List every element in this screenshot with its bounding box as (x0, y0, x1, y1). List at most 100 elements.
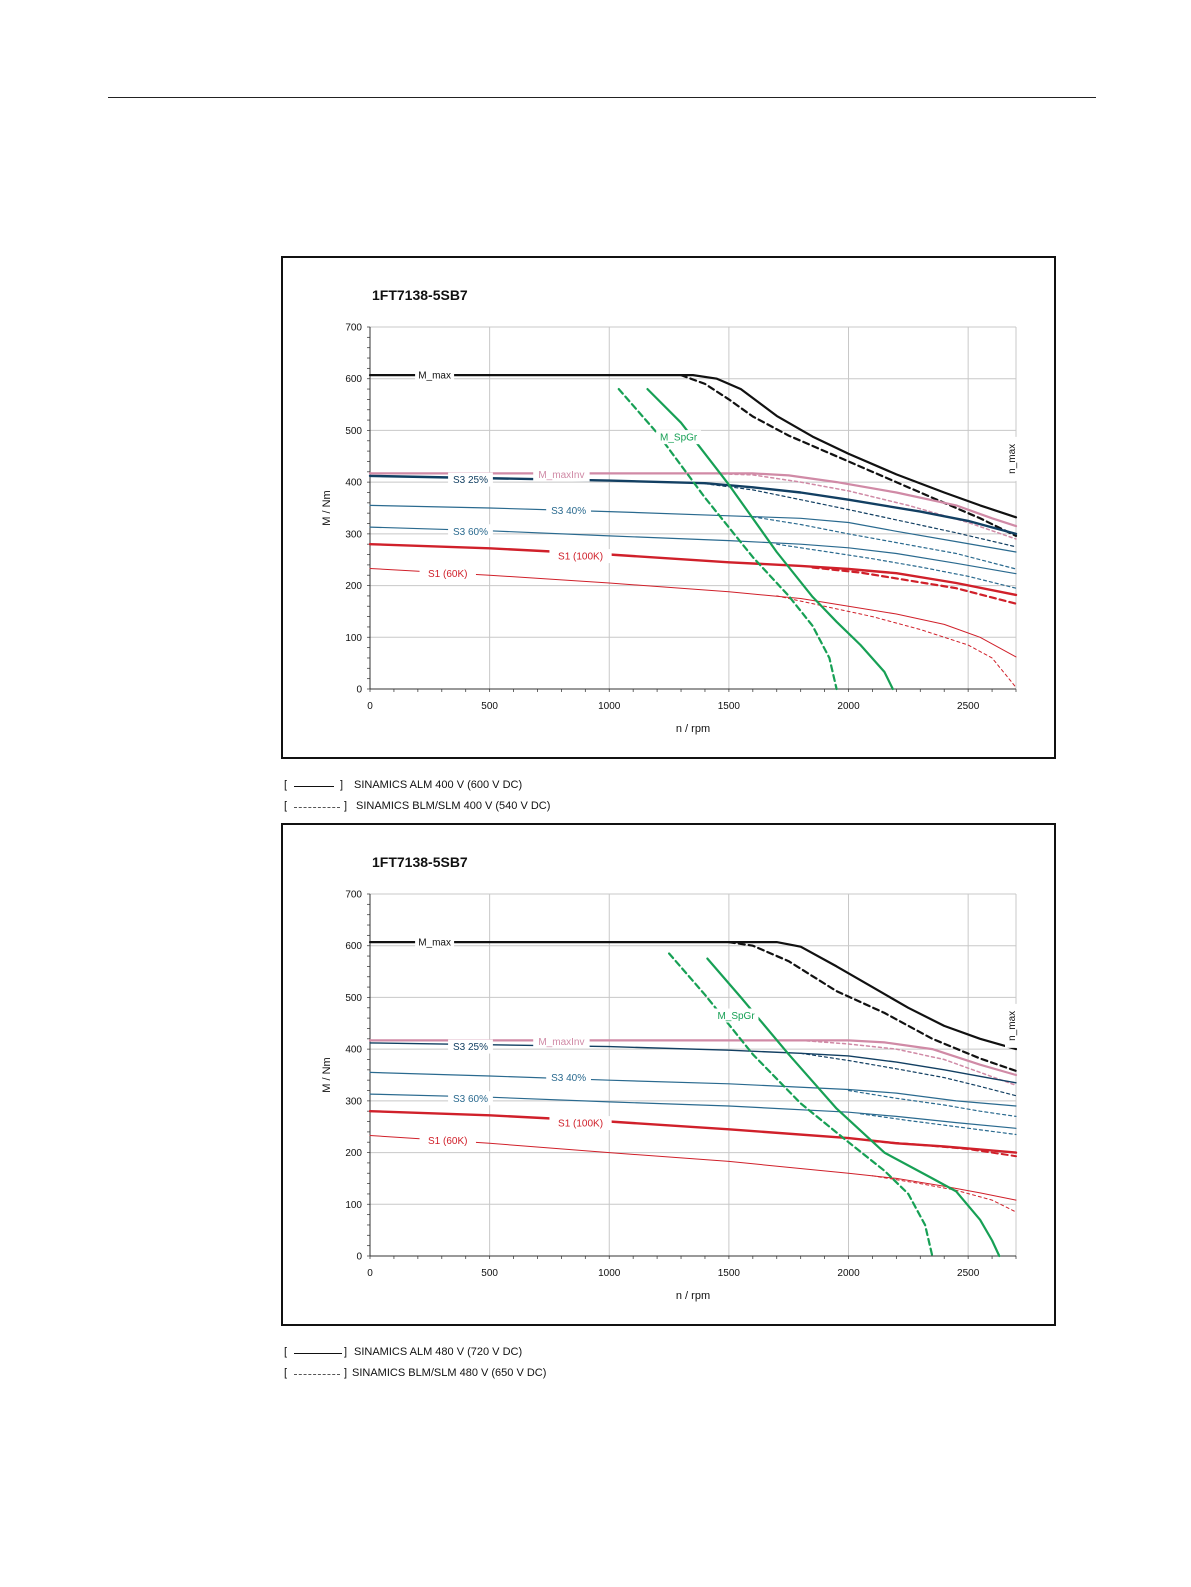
y-tick-label: 200 (345, 1148, 362, 1159)
curve-label: S1 (100K) (558, 552, 603, 563)
series-5-dashed-line (800, 1052, 1017, 1097)
y-axis-label: M / Nm (321, 490, 333, 525)
curve-label-bg (448, 1091, 493, 1106)
y-tick-label: 400 (345, 1045, 362, 1056)
x-tick-label: 1000 (598, 701, 621, 712)
y-tick-label: 500 (345, 993, 362, 1004)
s3-40-line (369, 504, 1017, 553)
torque-speed-chart-2: 1FT7138-5SB7 0 100 200 300 400 500 600 700 0 500 1… (281, 823, 1056, 1326)
series-11-dashed-line (871, 1140, 1017, 1158)
m-max-line (368, 374, 1018, 519)
curve-label-bg (448, 1039, 493, 1054)
x-tick-label: 2500 (957, 1268, 980, 1279)
n-max-label: n_max (1007, 1011, 1018, 1041)
y-tick-label: 0 (356, 1252, 362, 1263)
s3-25-line (369, 1042, 1017, 1084)
s1-60k-line (369, 1135, 1017, 1201)
s3-40-line (369, 1071, 1017, 1107)
x-tick-label: 0 (367, 701, 373, 712)
m-spgr-line (706, 957, 1001, 1258)
x-tick-label: 1500 (718, 1268, 741, 1279)
m-maxinv-line (368, 472, 1018, 528)
curve-label-bg (419, 566, 476, 581)
x-axis-label: n / rpm (676, 723, 710, 735)
page-header-rule (108, 97, 1096, 98)
curve-label-bg (533, 1034, 590, 1049)
curve-label: S1 (60K) (428, 569, 467, 580)
curve-label: M_SpGr (717, 1011, 755, 1022)
x-tick-label: 2500 (957, 701, 980, 712)
curve-label: M_maxInv (538, 470, 584, 481)
curve-label: S3 40% (551, 1073, 586, 1084)
chart-title: 1FT7138-5SB7 (372, 854, 468, 870)
curve-label: S3 25% (453, 1042, 488, 1053)
series-9-dashed-line (776, 543, 1017, 589)
x-tick-label: 500 (481, 701, 498, 712)
series-7-dashed-line (847, 1089, 1017, 1117)
series-5-dashed-line (704, 483, 1017, 548)
n-max-label-bg (1005, 1003, 1019, 1048)
legend-solid-line (294, 1353, 342, 1354)
curve-label-bg (549, 1116, 612, 1131)
s3-60-line (369, 526, 1017, 575)
legend-dashed-line (294, 1374, 340, 1375)
y-axis-label: M / Nm (321, 1057, 333, 1092)
x-tick-label: 0 (367, 1268, 373, 1279)
legend-bracket-close: ] (344, 800, 348, 812)
curve-label: M_max (418, 938, 451, 949)
series-15-dashed-line (617, 388, 838, 691)
legend-dashed-label: SINAMICS BLM/SLM 400 V (540 V DC) (356, 800, 551, 812)
y-tick-label: 200 (345, 581, 362, 592)
curve-label-bg (546, 503, 591, 518)
series-13-dashed-line (776, 595, 1017, 688)
y-tick-label: 300 (345, 529, 362, 540)
legend-bracket-close: ] (344, 1367, 348, 1379)
x-tick-label: 1000 (598, 1268, 621, 1279)
x-tick-label: 2000 (837, 701, 860, 712)
curve-label-bg (415, 368, 455, 383)
y-tick-label: 100 (345, 1200, 362, 1211)
curve-label: S1 (100K) (558, 1119, 603, 1130)
chart-plot: 0 100 200 300 400 500 600 700 0 500 1000 1500 2000 25… (321, 323, 1019, 735)
x-tick-label: 2000 (837, 1268, 860, 1279)
curve-label-bg (546, 1070, 591, 1085)
y-tick-label: 0 (356, 685, 362, 696)
m-max-line (368, 941, 1018, 1051)
curve-label: M_maxInv (538, 1037, 584, 1048)
chart-title: 1FT7138-5SB7 (372, 287, 468, 303)
legend-dashed-label: SINAMICS BLM/SLM 480 V (650 V DC) (352, 1367, 547, 1379)
legend-bracket-close: ] (340, 779, 344, 791)
chart-plot: 0 100 200 300 400 500 600 700 0 500 1000 1500 2000 25… (321, 890, 1019, 1302)
x-axis-label: n / rpm (676, 1290, 710, 1302)
legend-solid-label: SINAMICS ALM 400 V (600 V DC) (354, 779, 523, 791)
legend-bracket-close: ] (344, 1346, 348, 1358)
legend-dashed-line (294, 807, 340, 808)
curve-label: M_SpGr (660, 433, 698, 444)
n-max-label: n_max (1007, 444, 1018, 474)
s3-25-line (368, 474, 1018, 536)
legend-bracket-open: [ (284, 800, 288, 812)
y-tick-label: 300 (345, 1096, 362, 1107)
curve-label: S3 25% (453, 475, 488, 486)
y-tick-label: 700 (345, 890, 362, 901)
curve-label-bg (549, 549, 612, 564)
series-7-dashed-line (752, 516, 1017, 570)
y-tick-label: 600 (345, 374, 362, 385)
curve-label: S3 60% (453, 527, 488, 538)
m-maxinv-line (368, 1039, 1018, 1077)
y-tick-label: 500 (345, 426, 362, 437)
grid (367, 326, 1017, 692)
s3-60-line (369, 1093, 1017, 1129)
grid (367, 893, 1017, 1259)
series-1-dashed-line (727, 941, 1018, 1072)
y-tick-label: 400 (345, 478, 362, 489)
legend-solid-label: SINAMICS ALM 480 V (720 V DC) (354, 1346, 523, 1358)
series-group (368, 941, 1018, 1258)
legend-bracket-open: [ (284, 779, 288, 791)
legend-bracket-open: [ (284, 1346, 288, 1358)
curve-label-bg (533, 467, 590, 482)
curve-label-bg (656, 430, 702, 445)
curve-label-bg (419, 1133, 476, 1148)
curve-label: S1 (60K) (428, 1136, 467, 1147)
legend-solid-line (294, 786, 334, 787)
